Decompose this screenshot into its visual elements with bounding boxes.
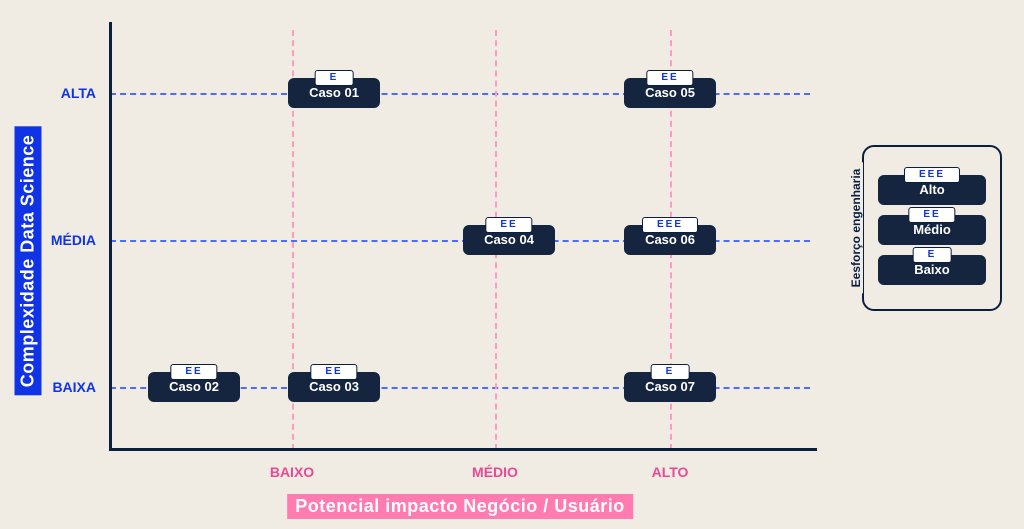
case-node: Caso 06EEE (624, 225, 716, 255)
case-label: Caso 04EE (463, 225, 555, 255)
legend-item-tag: E (913, 247, 952, 263)
y-axis-line (109, 22, 112, 450)
case-node: Caso 03EE (288, 372, 380, 402)
case-label: Caso 03EE (288, 372, 380, 402)
case-effort-tag: EE (485, 217, 532, 233)
legend-box: Eesforço engenhariaAltoEEEMédioEEBaixoE (862, 145, 1002, 311)
legend-item-tag: EEE (904, 167, 960, 183)
legend-item-label: AltoEEE (878, 175, 986, 205)
legend-item: BaixoE (878, 255, 986, 285)
case-node: Caso 04EE (463, 225, 555, 255)
case-effort-tag: E (315, 70, 354, 86)
x-axis-line (109, 448, 817, 451)
x-tick-label: BAIXO (270, 464, 314, 480)
x-tick-label: ALTO (652, 464, 689, 480)
priority-matrix-chart: Caso 01E Caso 05EE Caso 04EE Caso 06EEE Caso… (0, 0, 1024, 529)
legend-item-tag: EE (908, 207, 955, 223)
legend-item: AltoEEE (878, 175, 986, 205)
case-node: Caso 01E (288, 78, 380, 108)
y-axis-title: Complexidade Data Science (15, 127, 42, 396)
case-effort-tag: EE (646, 70, 693, 86)
case-node: Caso 07E (624, 372, 716, 402)
legend-item-label: BaixoE (878, 255, 986, 285)
legend-item-label: MédioEE (878, 215, 986, 245)
case-label: Caso 06EEE (624, 225, 716, 255)
case-node: Caso 02EE (148, 372, 240, 402)
case-label: Caso 05EE (624, 78, 716, 108)
case-effort-tag: E (651, 364, 690, 380)
case-effort-tag: EEE (642, 217, 698, 233)
case-label: Caso 02EE (148, 372, 240, 402)
x-axis-title: Potencial impacto Negócio / Usuário (287, 494, 633, 519)
plot-area: Caso 01E Caso 05EE Caso 04EE Caso 06EEE Caso… (110, 30, 810, 450)
case-effort-tag: EE (310, 364, 357, 380)
case-label: Caso 01E (288, 78, 380, 108)
y-tick-label: ALTA (0, 85, 96, 101)
legend-item: MédioEE (878, 215, 986, 245)
case-node: Caso 05EE (624, 78, 716, 108)
legend-title: Eesforço engenharia (849, 162, 863, 293)
case-label: Caso 07E (624, 372, 716, 402)
case-effort-tag: EE (170, 364, 217, 380)
x-tick-label: MÉDIO (472, 464, 518, 480)
